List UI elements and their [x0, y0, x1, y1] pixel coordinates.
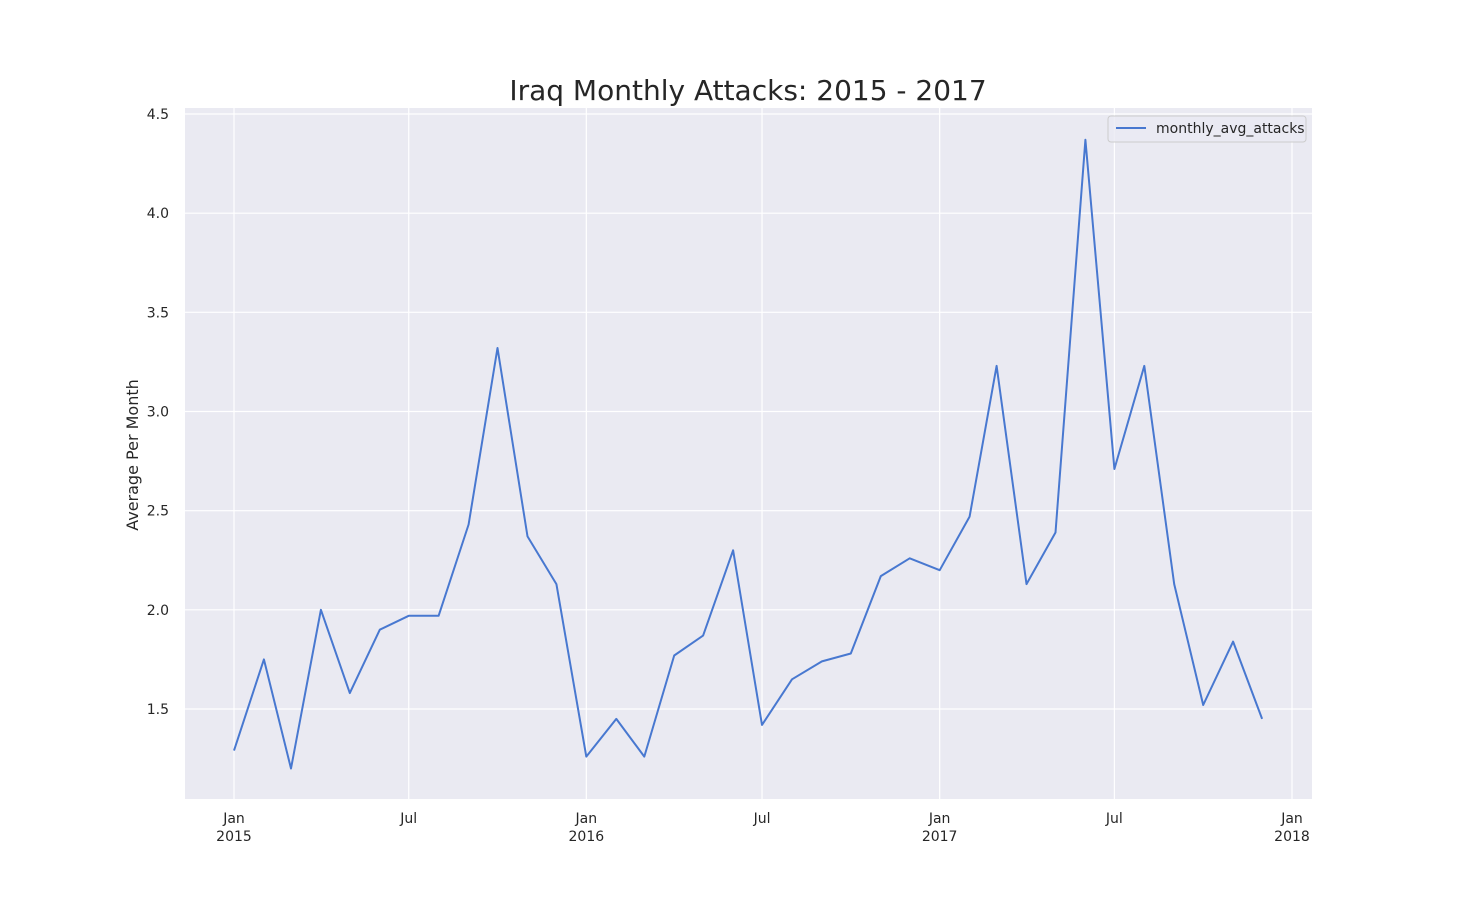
x-tick-label-year: 2016	[569, 829, 605, 845]
x-tick-label-month: Jan	[928, 811, 951, 827]
series-line-monthly_avg_attacks	[233, 138, 1264, 770]
y-tick-label: 4.0	[147, 206, 169, 222]
x-tick-label-month: Jul	[399, 811, 417, 827]
legend-label: monthly_avg_attacks	[1156, 121, 1305, 137]
series-lines	[233, 138, 1264, 770]
y-tick-label: 3.0	[147, 405, 169, 421]
x-tick-label-month: Jan	[1280, 811, 1303, 827]
grid-lines	[185, 108, 1312, 799]
x-tick-label-year: 2015	[216, 829, 252, 845]
x-tick-label-month: Jul	[1105, 811, 1123, 827]
x-tick-label-month: Jul	[753, 811, 771, 827]
y-axis-title: Average Per Month	[123, 379, 142, 531]
x-axis-ticks: Jan 2015 Jul Jan 2016 Jul Jan 2017 Jul Jan 2018	[216, 811, 1310, 845]
x-tick-label-year: 2017	[922, 829, 958, 845]
y-tick-label: 2.0	[147, 603, 169, 619]
y-tick-label: 2.5	[147, 504, 169, 520]
x-tick-label-year: 2018	[1274, 829, 1310, 845]
legend-box	[1107, 115, 1307, 143]
y-tick-label: 3.5	[147, 305, 169, 321]
plot-area	[185, 108, 1312, 799]
x-tick-label-month: Jan	[222, 811, 245, 827]
chart-title: Iraq Monthly Attacks: 2015 - 2017	[509, 74, 986, 107]
y-tick-label: 1.5	[147, 702, 169, 718]
y-axis-ticks: 1.5 2.0 2.5 3.0 3.5 4.0 4.5	[147, 107, 169, 718]
legend: monthly_avg_attacks	[1107, 115, 1307, 143]
x-tick-label-month: Jan	[575, 811, 598, 827]
y-tick-label: 4.5	[147, 107, 169, 123]
